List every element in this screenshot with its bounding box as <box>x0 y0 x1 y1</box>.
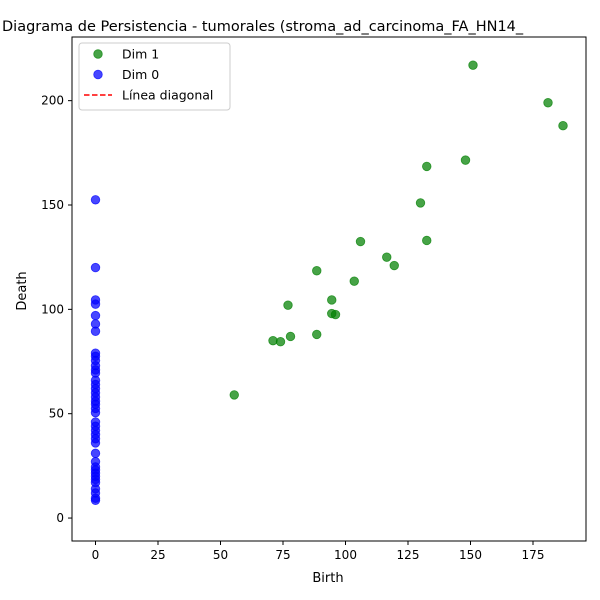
x-tick-label: 50 <box>213 548 228 562</box>
data-point <box>312 266 322 276</box>
data-point <box>558 120 568 131</box>
data-point <box>90 195 101 205</box>
data-point <box>90 310 101 321</box>
legend: Dim 1 Dim 0 Línea diagonal <box>78 42 231 111</box>
legend-marker-swatch <box>93 49 103 59</box>
x-tick-label: 175 <box>522 548 545 562</box>
data-point <box>460 155 471 165</box>
data-point <box>415 198 426 208</box>
series-dim-1 <box>229 60 568 400</box>
data-point <box>330 309 341 320</box>
data-point <box>283 300 293 310</box>
legend-label: Dim 0 <box>122 67 159 82</box>
data-point <box>422 235 432 246</box>
data-point <box>382 252 392 262</box>
series-dim-0 <box>90 195 101 506</box>
data-point <box>327 295 337 305</box>
legend-marker-swatch <box>93 69 103 80</box>
data-point <box>389 260 399 271</box>
y-axis-label: Death <box>15 271 30 310</box>
legend-label: Dim 1 <box>122 47 159 62</box>
data-point <box>90 448 101 459</box>
y-tick-label: 50 <box>49 407 64 421</box>
data-point <box>468 60 478 70</box>
data-point <box>355 236 366 247</box>
legend-box <box>78 42 231 111</box>
x-tick-label: 100 <box>334 548 357 562</box>
data-point <box>90 262 101 273</box>
x-tick-label: 25 <box>150 548 165 562</box>
plot-frame <box>71 36 587 542</box>
legend-item: Dim 1 <box>93 47 159 62</box>
x-tick-label: 125 <box>397 548 420 562</box>
data-point <box>543 98 553 108</box>
y-axis: 0 50 100 150 200 <box>41 94 72 525</box>
x-tick-label: 75 <box>275 548 290 562</box>
data-point <box>90 299 101 309</box>
y-tick-label: 100 <box>41 302 64 316</box>
y-tick-label: 200 <box>41 94 64 108</box>
data-point <box>90 326 101 336</box>
data-point <box>285 331 296 342</box>
x-tick-label: 150 <box>459 548 482 562</box>
legend-label: Línea diagonal <box>122 88 213 103</box>
data-point <box>90 438 101 448</box>
plot-area <box>71 36 587 542</box>
legend-item: Dim 0 <box>93 67 159 82</box>
data-point <box>312 329 322 340</box>
data-point <box>349 276 359 286</box>
x-axis: 0 25 50 75 100 125 150 175 <box>92 541 545 562</box>
data-point <box>90 407 101 418</box>
y-tick-label: 150 <box>41 198 64 212</box>
legend-item: Línea diagonal <box>84 88 213 103</box>
chart-title: Diagrama de Persistencia - tumorales (st… <box>2 19 524 35</box>
x-tick-label: 0 <box>92 548 100 562</box>
data-point <box>229 390 239 400</box>
data-point <box>275 336 286 347</box>
y-tick-label: 0 <box>56 511 64 525</box>
x-axis-label: Birth <box>312 571 343 586</box>
data-point <box>90 495 101 506</box>
data-point <box>422 161 432 172</box>
